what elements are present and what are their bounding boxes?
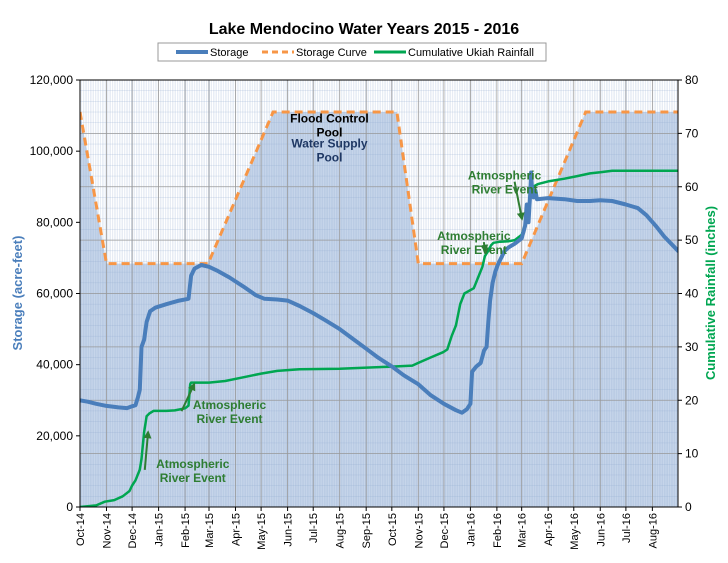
x-tick-label: Nov-14 xyxy=(102,513,114,548)
y-tick-label-right: 70 xyxy=(685,126,699,140)
y-tick-label-left: 0 xyxy=(66,500,73,514)
annotation-arrow xyxy=(143,430,152,470)
legend-label-storage: Storage xyxy=(210,47,249,59)
x-tick-label: Dec-14 xyxy=(127,513,139,548)
y-tick-label-left: 40,000 xyxy=(36,358,73,372)
annotation-text: Atmospheric xyxy=(156,457,230,471)
y-tick-label-right: 60 xyxy=(685,180,699,194)
annotation-text: River Event xyxy=(196,412,262,426)
x-tick-label: Jun-16 xyxy=(595,513,607,547)
annotation-text: Water Supply xyxy=(291,137,368,151)
annotation-text: Pool xyxy=(316,151,342,165)
annotation-arrow xyxy=(180,382,196,412)
y-tick-label-left: 20,000 xyxy=(36,429,73,443)
y-tick-label-left: 100,000 xyxy=(30,144,74,158)
annotation-arrow xyxy=(480,241,489,253)
x-tick-label: Dec-15 xyxy=(439,513,451,548)
annotation-text: Flood Control xyxy=(290,112,369,126)
x-tick-label: Oct-14 xyxy=(75,513,87,546)
x-tick-label: Jan-16 xyxy=(465,513,477,547)
x-tick-label: Oct-15 xyxy=(387,513,399,546)
series-storage-curve xyxy=(80,110,678,266)
annotation-text: Atmospheric xyxy=(193,398,267,412)
y-tick-label-right: 50 xyxy=(685,233,699,247)
x-tick-label: Jan-15 xyxy=(154,513,166,547)
x-tick-label: Nov-15 xyxy=(413,513,425,548)
y-tick-label-left: 80,000 xyxy=(36,215,73,229)
x-tick-label: Feb-15 xyxy=(180,513,192,548)
chart-title: Lake Mendocino Water Years 2015 - 2016 xyxy=(209,21,519,38)
annotation-text: River Event xyxy=(472,183,538,197)
x-tick-label: Apr-15 xyxy=(231,513,243,546)
x-tick-label: Feb-16 xyxy=(492,513,504,548)
y-tick-label-right: 0 xyxy=(685,500,692,514)
y-tick-label-right: 20 xyxy=(685,393,699,407)
x-tick-label: Jul-16 xyxy=(621,513,633,543)
series-storage xyxy=(80,170,678,415)
y-tick-label-left: 60,000 xyxy=(36,287,73,301)
annotation-text: Atmospheric xyxy=(437,229,511,243)
y-axis-right: 0 10 20 30 40 50 60 70 80 xyxy=(678,73,699,514)
y-tick-label-right: 40 xyxy=(685,287,699,301)
legend-box xyxy=(157,42,547,62)
annotation-text: Pool xyxy=(316,126,342,140)
legend-label-storage-curve: Storage Curve xyxy=(296,47,367,59)
annotation-text: River Event xyxy=(160,471,226,485)
x-tick-label: Mar-16 xyxy=(517,513,529,548)
annotation-text: River Event xyxy=(441,243,507,257)
x-tick-label: Sep-15 xyxy=(361,513,373,548)
y-tick-label-right: 80 xyxy=(685,73,699,87)
y-axis-label-left: Storage (acre-feet) xyxy=(10,236,25,351)
y-tick-label-right: 10 xyxy=(685,447,699,461)
legend-label-rainfall: Cumulative Ukiah Rainfall xyxy=(408,47,534,59)
legend: Storage Storage Curve Cumulative Ukiah R… xyxy=(157,42,547,62)
x-tick-label: Jul-15 xyxy=(308,513,320,543)
annotation-text: Atmospheric xyxy=(468,169,542,183)
x-tick-label: Jun-15 xyxy=(283,513,295,547)
x-tick-label: May-16 xyxy=(569,513,581,550)
y-tick-label-right: 30 xyxy=(685,340,699,354)
y-axis-label-right: Cumulative Rainfall (inches) xyxy=(703,206,718,380)
x-tick-label: May-15 xyxy=(256,513,268,550)
annotation-arrow xyxy=(513,181,525,221)
y-axis-left: 0 20,000 40,000 60,000 80,000 100,000 120,000 xyxy=(30,73,80,514)
x-tick-label: Apr-16 xyxy=(543,513,555,546)
x-tick-label: Mar-15 xyxy=(204,513,216,548)
x-tick-label: Aug-16 xyxy=(647,513,659,548)
y-tick-label-left: 120,000 xyxy=(30,73,74,87)
gridlines xyxy=(80,80,678,507)
x-axis: Oct-14 Nov-14 Dec-14 Jan-15 Feb-15 Mar-15 Apr-… xyxy=(75,507,659,550)
x-tick-label: Aug-15 xyxy=(335,513,347,548)
